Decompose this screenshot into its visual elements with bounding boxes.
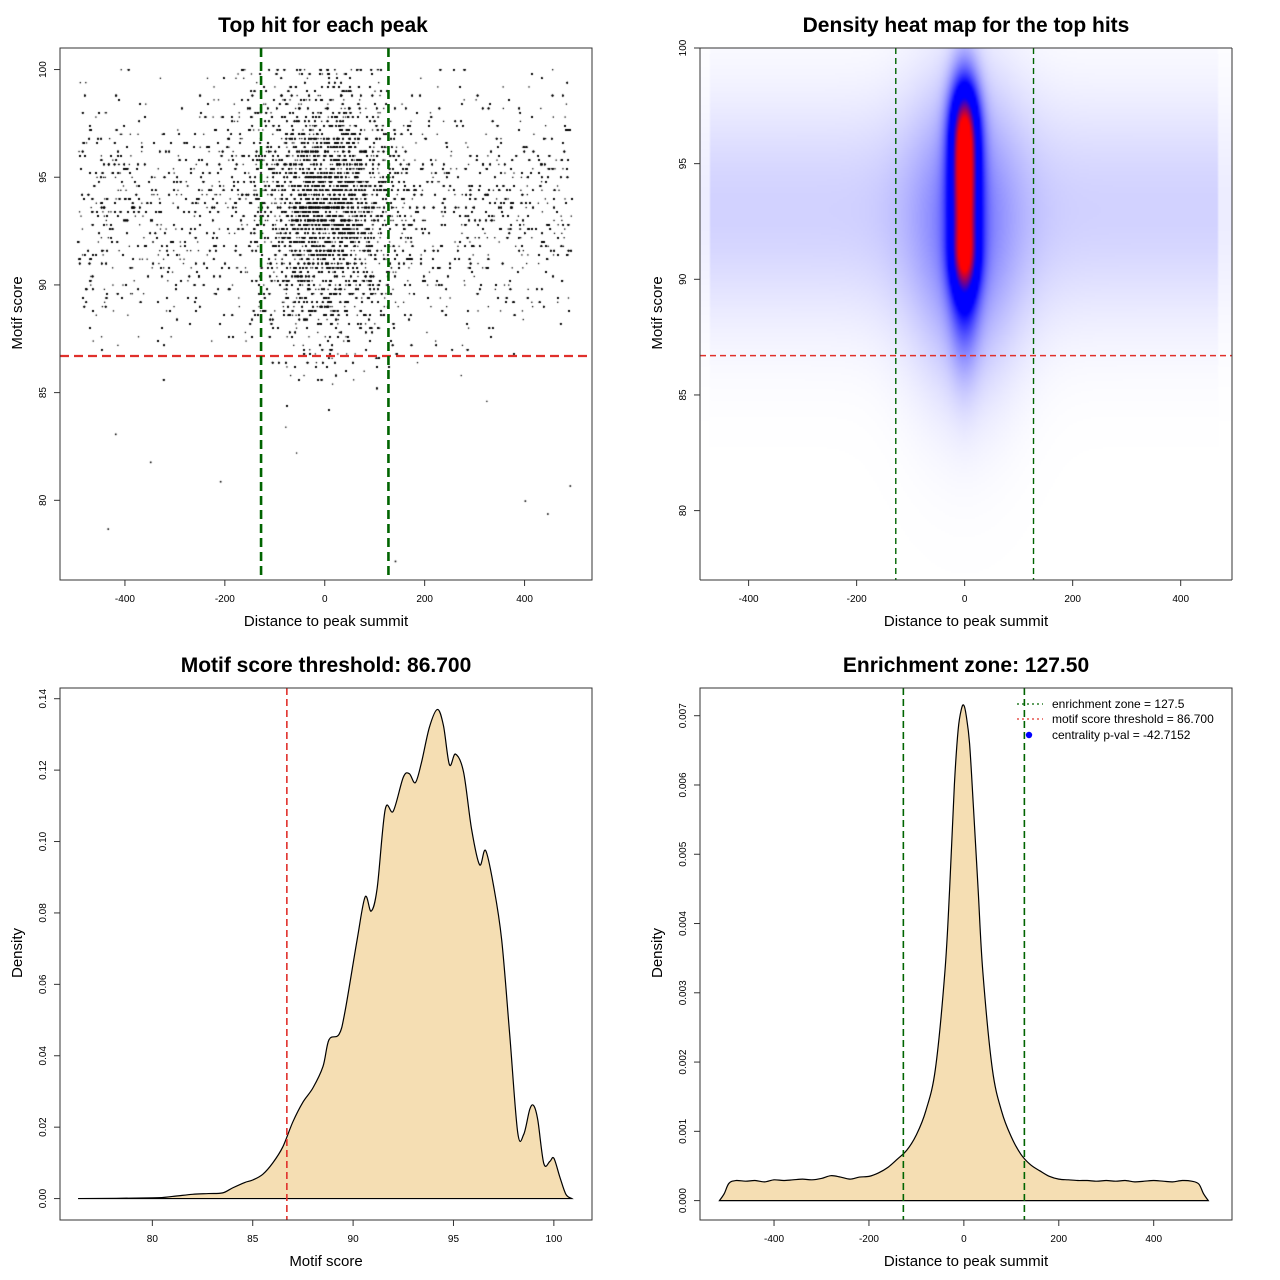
legend-pval-label: centrality p-val = -42.7152 bbox=[1052, 728, 1191, 742]
distance-density-xtick-label: -200 bbox=[859, 1234, 879, 1245]
score-density-ytick-label: 0.02 bbox=[38, 1117, 49, 1137]
distance-density-xlabel: Distance to peak summit bbox=[884, 1253, 1049, 1270]
score-density-ytick-label: 0.12 bbox=[38, 760, 49, 780]
scatter-ytick-label: 100 bbox=[38, 61, 49, 78]
heatmap-xtick-label: -200 bbox=[847, 594, 867, 605]
heatmap-xtick-label: -400 bbox=[739, 594, 759, 605]
scatter-xtick-label: 0 bbox=[322, 594, 328, 605]
score-density-xlabel: Motif score bbox=[289, 1253, 362, 1270]
distance-density-ytick-label: 0.003 bbox=[678, 980, 689, 1005]
score-density-ytick-label: 0.06 bbox=[38, 974, 49, 994]
scatter-overlay bbox=[60, 48, 592, 580]
heatmap-xtick-label: 0 bbox=[962, 594, 968, 605]
distance-density-xtick-label: -400 bbox=[764, 1234, 784, 1245]
score-density-ytick-label: 0.14 bbox=[38, 689, 49, 709]
distance-density-ylabel: Density bbox=[649, 927, 666, 978]
score-density-ytick-label: 0.08 bbox=[38, 903, 49, 923]
score-density-xtick-label: 90 bbox=[348, 1234, 360, 1245]
scatter-ytick-label: 95 bbox=[38, 171, 49, 183]
score-density-xtick-label: 80 bbox=[147, 1234, 159, 1245]
heatmap-xlabel: Distance to peak summit bbox=[884, 613, 1049, 630]
heatmap-xtick-label: 200 bbox=[1064, 594, 1081, 605]
scatter-ytick-label: 90 bbox=[38, 279, 49, 291]
panel-score-density: Motif score threshold: 86.700 Motif scor… bbox=[9, 654, 593, 1270]
scatter-frame bbox=[59, 47, 593, 581]
heatmap-ticks: -400 -200 0 200 400 80 85 90 95 100 bbox=[678, 39, 1189, 605]
score-density-area bbox=[78, 708, 574, 1200]
heatmap-ytick-label: 100 bbox=[678, 39, 689, 56]
panel-distance-density: Enrichment zone: 127.50 Distance to peak… bbox=[649, 654, 1233, 1270]
heatmap-title: Density heat map for the top hits bbox=[803, 14, 1130, 37]
distance-density-frame bbox=[699, 687, 1233, 1221]
distance-density-ytick-label: 0.004 bbox=[678, 911, 689, 936]
scatter-points bbox=[60, 48, 592, 580]
scatter-ytick-label: 80 bbox=[38, 494, 49, 506]
panel-scatter: Top hit for each peak Distance to peak s… bbox=[9, 14, 593, 630]
distance-density-ytick-label: 0.007 bbox=[678, 703, 689, 728]
legend-pval-marker bbox=[1025, 731, 1033, 739]
distance-density-title: Enrichment zone: 127.50 bbox=[843, 654, 1089, 677]
distance-density-area bbox=[718, 704, 1210, 1202]
heatmap-canvas bbox=[700, 48, 1232, 580]
scatter-canvas bbox=[60, 48, 592, 580]
distance-density-ytick-label: 0.000 bbox=[678, 1188, 689, 1213]
scatter-xtick-label: -200 bbox=[215, 594, 235, 605]
distance-density-ytick-label: 0.005 bbox=[678, 841, 689, 866]
distance-density-xtick-label: 400 bbox=[1145, 1234, 1162, 1245]
heatmap-ylabel: Motif score bbox=[649, 276, 666, 349]
distance-density-xtick-label: 0 bbox=[961, 1234, 967, 1245]
legend-zone-label: enrichment zone = 127.5 bbox=[1052, 697, 1185, 711]
heatmap-ytick-label: 80 bbox=[678, 505, 689, 517]
scatter-ylabel: Motif score bbox=[9, 276, 26, 349]
scatter-ticks: -400 -200 0 200 400 80 85 90 95 100 bbox=[38, 61, 533, 605]
score-density-xtick-label: 95 bbox=[448, 1234, 460, 1245]
score-density-ytick-label: 0.00 bbox=[38, 1188, 49, 1208]
score-density-ytick-label: 0.10 bbox=[38, 831, 49, 851]
heatmap-overlay bbox=[699, 47, 1233, 581]
scatter-ytick-label: 85 bbox=[38, 387, 49, 399]
heatmap-xtick-label: 400 bbox=[1172, 594, 1189, 605]
scatter-xtick-label: 400 bbox=[516, 594, 533, 605]
scatter-title: Top hit for each peak bbox=[218, 14, 428, 37]
score-density-title: Motif score threshold: 86.700 bbox=[181, 654, 472, 677]
score-density-ytick-label: 0.04 bbox=[38, 1046, 49, 1066]
legend-threshold-label: motif score threshold = 86.700 bbox=[1052, 712, 1214, 726]
heatmap-ytick-label: 85 bbox=[678, 389, 689, 401]
panel-heatmap: Density heat map for the top hits Distan… bbox=[649, 14, 1233, 630]
distance-density-ytick-label: 0.006 bbox=[678, 772, 689, 797]
distance-density-ytick-label: 0.001 bbox=[678, 1118, 689, 1143]
distance-legend: enrichment zone = 127.5 motif score thre… bbox=[1017, 697, 1214, 742]
distance-density-ytick-label: 0.002 bbox=[678, 1049, 689, 1074]
heatmap-ytick-label: 90 bbox=[678, 273, 689, 285]
score-density-xtick-label: 100 bbox=[546, 1234, 563, 1245]
scatter-xtick-label: -400 bbox=[115, 594, 135, 605]
score-density-xtick-label: 85 bbox=[247, 1234, 259, 1245]
scatter-xtick-label: 200 bbox=[416, 594, 433, 605]
distance-density-ticks: -400 -200 0 200 400 0.000 0.001 0.002 0.003 0.004… bbox=[678, 703, 1162, 1245]
scatter-xlabel: Distance to peak summit bbox=[244, 613, 409, 630]
score-density-ticks: 80 85 90 95 100 0.00 0.02 0.04 0.06 0.08 0.10 0.12 0… bbox=[38, 689, 563, 1245]
heatmap-ytick-label: 95 bbox=[678, 158, 689, 170]
score-density-frame bbox=[59, 687, 593, 1221]
distance-density-xtick-label: 200 bbox=[1050, 1234, 1067, 1245]
heatmap-density-image bbox=[700, 48, 1232, 580]
score-density-ylabel: Density bbox=[9, 927, 26, 978]
